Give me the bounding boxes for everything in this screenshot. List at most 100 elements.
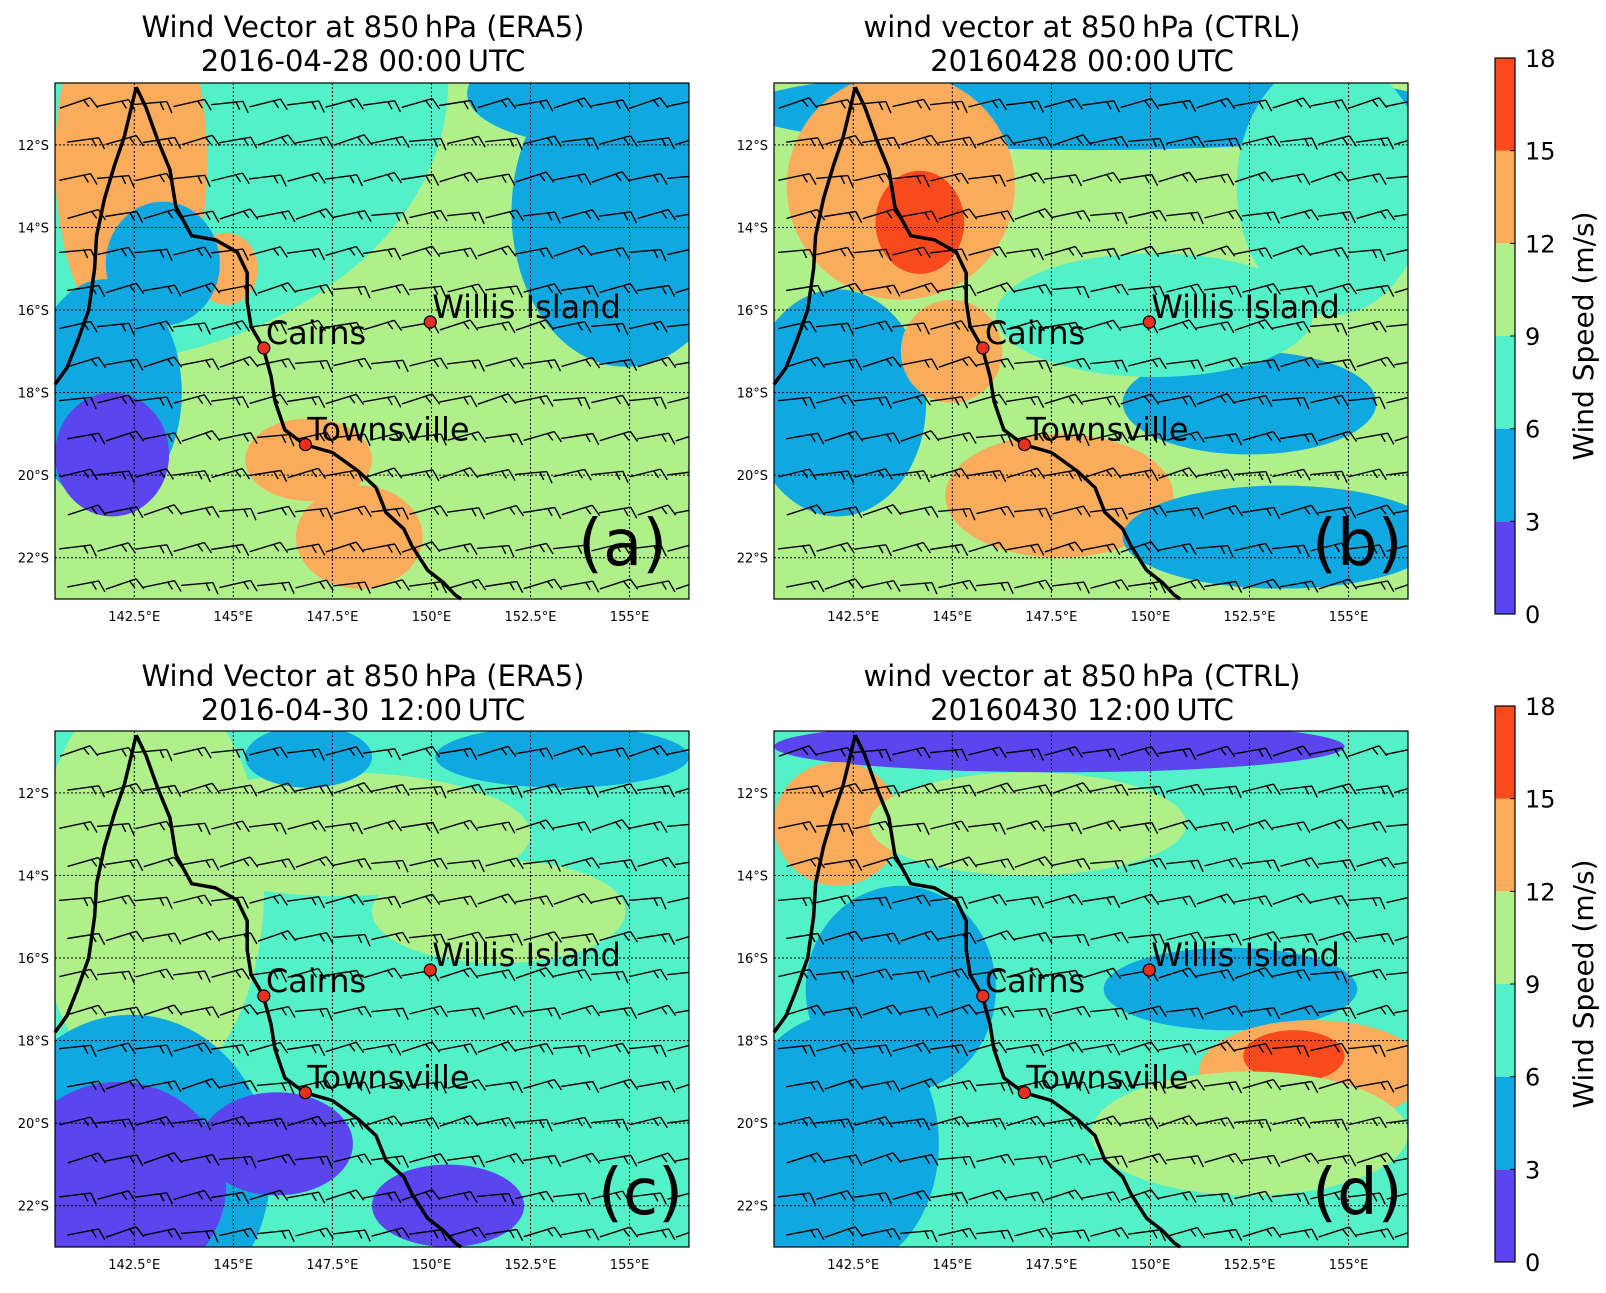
wind-barb [629, 968, 668, 981]
wind-barb [1082, 395, 1121, 408]
wind-barb [1044, 746, 1084, 758]
wind-barb [675, 782, 689, 794]
wind-barb [1158, 395, 1197, 408]
wind-barb [637, 356, 677, 369]
field-zone [774, 289, 927, 517]
wind-barb [97, 1190, 137, 1202]
station-marker [423, 963, 437, 977]
wind-barb [523, 1226, 563, 1239]
wind-barb [1318, 578, 1358, 590]
wind-barb [900, 358, 939, 371]
wind-barb [862, 932, 901, 945]
wind-barb [667, 1042, 689, 1052]
wind-barb [1234, 247, 1273, 260]
wind-barb [105, 578, 145, 590]
wind-barb [900, 134, 940, 147]
wind-barb [561, 857, 601, 869]
wind-barb [1196, 321, 1235, 334]
station-label: Cairns [266, 314, 366, 352]
wind-barb [1195, 544, 1234, 558]
wind-barbs [58, 97, 689, 595]
wind-barb [1120, 393, 1160, 405]
wind-barb [295, 1227, 334, 1240]
wind-barb [1006, 319, 1046, 332]
wind-barb [637, 432, 676, 445]
wind-barb [1280, 1152, 1320, 1165]
wind-barb [937, 1155, 976, 1169]
wind-barb [173, 822, 211, 836]
wind-barb [824, 1078, 864, 1090]
wind-barb [892, 970, 930, 983]
wind-barb [1318, 1078, 1358, 1091]
wind-barb [447, 135, 486, 148]
wind-barb [1089, 859, 1128, 873]
panel-d-label: (d) [1312, 1156, 1403, 1230]
wind-barb [476, 1192, 515, 1206]
wind-barb [1052, 1081, 1090, 1095]
wind-barb [363, 748, 402, 761]
wind-barb [561, 432, 600, 446]
wind-barb [561, 1228, 600, 1241]
wind-barb [899, 581, 938, 595]
wind-barb [824, 506, 863, 519]
wind-barb [1233, 1118, 1272, 1132]
coastline [53, 86, 463, 601]
wind-barb [1272, 97, 1312, 109]
wind-barb [1242, 430, 1282, 443]
colorbar-tick-label: 9 [1525, 323, 1540, 351]
wind-barb [135, 320, 174, 333]
wind-barb [447, 931, 486, 944]
wind-barb [1310, 1042, 1349, 1055]
wind-barb [599, 430, 639, 443]
wind-barb [1234, 171, 1274, 183]
wind-barb [485, 1228, 524, 1242]
wind-barb [135, 1116, 175, 1128]
wind-barb [409, 857, 448, 870]
wind-barb [778, 745, 818, 757]
wind-barb [135, 396, 173, 409]
wind-barb [1386, 394, 1408, 404]
wind-barb [1120, 173, 1159, 187]
wind-barb [778, 172, 817, 185]
wind-barb [97, 246, 136, 259]
wind-barb [485, 580, 524, 594]
wind-barb [778, 544, 816, 557]
wind-barb [295, 136, 334, 149]
wind-barb [181, 430, 221, 442]
wind-barb [968, 822, 1006, 835]
wind-barb [401, 393, 441, 405]
wind-barb [824, 930, 864, 943]
wind-barb [1128, 1229, 1167, 1242]
wind-barb [485, 1005, 525, 1017]
wind-barb [401, 821, 440, 835]
wind-barb [249, 246, 289, 258]
wind-barb [675, 210, 689, 218]
wind-barb [667, 894, 689, 904]
wind-barb [1120, 469, 1159, 482]
wind-barb [561, 137, 599, 150]
wind-barb [1280, 580, 1319, 593]
wind-barb [1128, 1153, 1168, 1165]
wind-barb [1196, 173, 1235, 186]
wind-barb [218, 1155, 257, 1169]
wind-barb [515, 747, 554, 760]
station-marker [976, 341, 990, 355]
wind-barb [778, 468, 817, 481]
wind-barb [553, 821, 592, 834]
wind-barb [786, 1152, 826, 1164]
wind-barb [1052, 134, 1092, 146]
wind-barb [1196, 468, 1235, 481]
panel-c-map: Cairns Townsville Willis Island 12°S 14°S 16°… [18, 730, 690, 1273]
wind-barb [295, 283, 334, 296]
wind-barb [363, 1115, 403, 1127]
wind-barbs [58, 745, 689, 1243]
wind-barb [370, 211, 409, 225]
wind-barb [515, 895, 554, 908]
wind-barb [1166, 1079, 1206, 1091]
wind-barb [59, 468, 98, 481]
wind-barb [667, 970, 689, 976]
wind-barb [401, 1041, 441, 1053]
station-label: Willis Island [432, 936, 621, 974]
wind-barb [1006, 467, 1046, 480]
